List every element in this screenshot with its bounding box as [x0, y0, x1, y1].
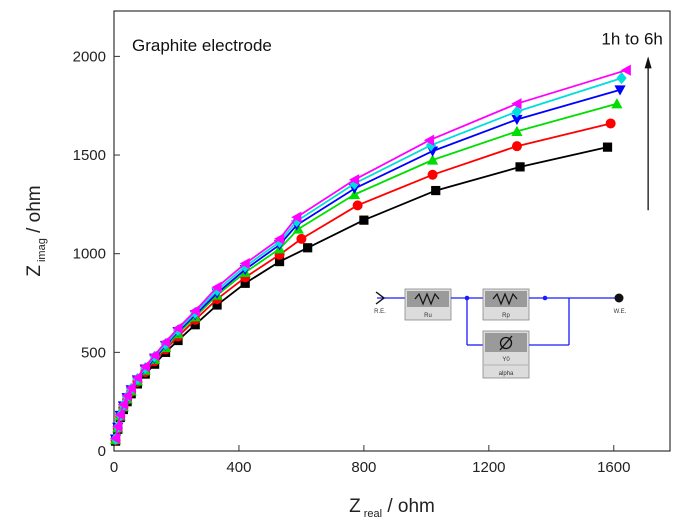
- data-point: [352, 200, 363, 211]
- circuit-cpe-slash: [499, 335, 513, 351]
- y-tick-label: 1000: [73, 246, 106, 263]
- x-tick-label: 400: [226, 459, 251, 476]
- y-tick-label: 500: [81, 344, 106, 361]
- data-point: [172, 322, 183, 334]
- series-line: [114, 69, 627, 439]
- data-point: [620, 64, 631, 76]
- circuit-input-arrow: [375, 291, 386, 305]
- data-point: [515, 162, 525, 172]
- x-tick-label: 1600: [597, 459, 630, 476]
- series-5h: [110, 71, 627, 445]
- x-tick-label: 0: [110, 459, 118, 476]
- y-tick-label: 2000: [73, 48, 106, 65]
- x-tick-label: 800: [351, 459, 376, 476]
- data-point: [189, 305, 200, 317]
- series-1h: [110, 142, 613, 446]
- trend-arrow-label: 1h to 6h: [601, 29, 662, 48]
- data-point: [292, 223, 304, 234]
- data-point: [605, 118, 616, 129]
- data-point: [121, 390, 132, 402]
- series-line: [114, 102, 618, 440]
- data-point: [239, 257, 250, 270]
- y-axis: 0 500 1000 1500 2000: [73, 48, 120, 460]
- data-point: [211, 281, 222, 293]
- data-point: [614, 85, 626, 96]
- circuit-output-node: [542, 295, 548, 301]
- data-point: [427, 154, 439, 165]
- data-point: [431, 185, 441, 196]
- x-axis: 0 400 800 1200 1600: [110, 445, 630, 476]
- data-point: [616, 71, 627, 85]
- y-tick-label: 1500: [73, 147, 106, 164]
- data-point: [511, 125, 523, 136]
- data-point: [296, 233, 307, 244]
- circuit-cpe-symbol: [499, 336, 513, 350]
- circuit-cpe-extra-label: alpha: [499, 371, 514, 377]
- data-point: [291, 211, 302, 223]
- data-point: [511, 141, 522, 152]
- circuit-ru-resistor: [414, 292, 440, 306]
- data-point: [131, 372, 143, 384]
- series-line: [114, 89, 621, 440]
- data-point: [423, 134, 435, 146]
- data-point: [139, 360, 150, 373]
- data-point: [273, 233, 285, 245]
- data-point: [425, 139, 437, 152]
- x-tick-label: 1200: [472, 459, 505, 476]
- data-point: [212, 300, 222, 310]
- trend-arrow: 1h to 6h: [601, 29, 663, 211]
- data-point: [112, 420, 123, 433]
- series-2h: [110, 118, 616, 446]
- circuit-end-terminal: [614, 293, 624, 303]
- data-point: [511, 114, 523, 126]
- data-point: [117, 398, 128, 411]
- plot-area: 0 400 800 1200 1600 0 500 1000 1500 2000: [73, 10, 671, 476]
- data-point: [125, 382, 136, 394]
- data-point: [303, 243, 313, 253]
- y-tick-label: 0: [98, 443, 106, 460]
- data-point: [274, 256, 285, 267]
- graphite-annotation: Graphite electrode: [132, 36, 272, 55]
- data-point: [611, 98, 623, 109]
- y-axis-title: Zimag / ohm: [24, 185, 48, 276]
- series-6h: [109, 64, 631, 444]
- circuit-rp-resistor: [492, 292, 518, 306]
- trend-arrow-head: [644, 56, 652, 69]
- data-point: [511, 105, 523, 118]
- data-point: [159, 336, 171, 348]
- series-layer: [109, 64, 631, 446]
- data-point: [114, 409, 125, 421]
- data-point: [511, 98, 522, 110]
- series-3h: [109, 98, 623, 445]
- plot-frame: [113, 10, 671, 452]
- circuit-rp-label: Rp: [502, 313, 510, 319]
- circuit-ru-symbol-bg: [407, 291, 449, 307]
- data-point: [602, 142, 613, 152]
- series-line: [114, 77, 622, 439]
- data-point: [109, 432, 121, 444]
- data-point: [149, 349, 160, 361]
- circuit-cpe-label: Y0: [502, 357, 510, 363]
- circuit-ru-label: Ru: [424, 313, 432, 319]
- equivalent-circuit: R.E. Ru Rp Y0 alpha W.E.: [374, 288, 627, 379]
- data-point: [359, 215, 369, 225]
- circuit-start-label: R.E.: [374, 309, 386, 315]
- data-point: [348, 174, 360, 186]
- data-point: [240, 278, 250, 288]
- series-line: [114, 122, 611, 441]
- data-point: [427, 169, 438, 180]
- circuit-rp-symbol-bg: [485, 291, 527, 307]
- circuit-end-label: W.E.: [614, 309, 627, 315]
